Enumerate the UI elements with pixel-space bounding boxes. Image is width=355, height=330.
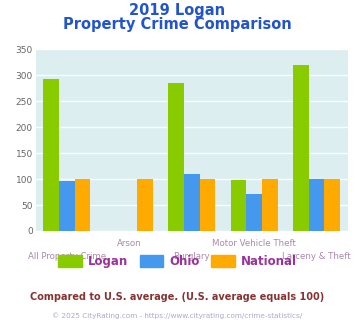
Bar	[309, 179, 324, 231]
Bar	[293, 65, 309, 231]
Text: All Property Crime: All Property Crime	[28, 252, 106, 261]
Bar	[231, 180, 246, 231]
Text: Arson: Arson	[117, 239, 142, 248]
Text: © 2025 CityRating.com - https://www.cityrating.com/crime-statistics/: © 2025 CityRating.com - https://www.city…	[53, 312, 302, 318]
Bar	[184, 174, 200, 231]
Bar	[262, 179, 278, 231]
Bar	[75, 179, 90, 231]
Bar	[324, 179, 340, 231]
Bar	[246, 194, 262, 231]
Bar	[137, 179, 153, 231]
Text: 2019 Logan: 2019 Logan	[130, 3, 225, 18]
Text: Property Crime Comparison: Property Crime Comparison	[63, 16, 292, 31]
Bar	[59, 181, 75, 231]
Text: Compared to U.S. average. (U.S. average equals 100): Compared to U.S. average. (U.S. average …	[31, 292, 324, 302]
Text: Motor Vehicle Theft: Motor Vehicle Theft	[212, 239, 296, 248]
Bar	[168, 83, 184, 231]
Text: Larceny & Theft: Larceny & Theft	[282, 252, 351, 261]
Bar	[43, 79, 59, 231]
Legend: Logan, Ohio, National: Logan, Ohio, National	[53, 250, 302, 273]
Bar	[200, 179, 215, 231]
Text: Burglary: Burglary	[173, 252, 210, 261]
